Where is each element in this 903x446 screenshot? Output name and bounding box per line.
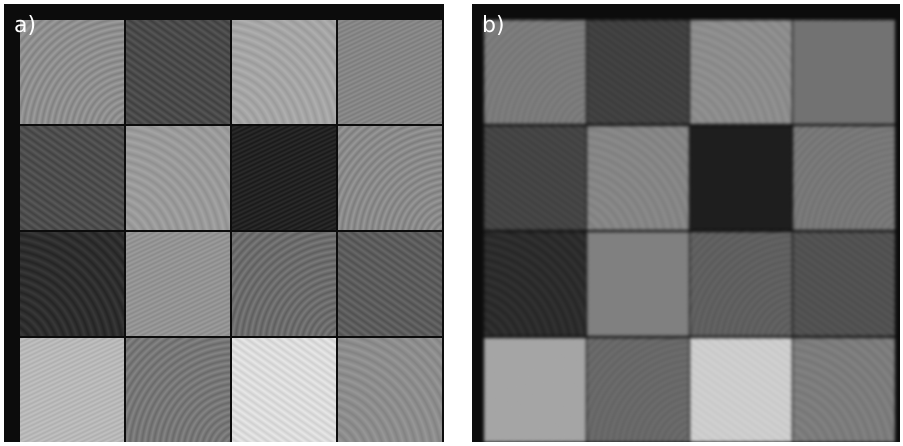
wood-tile xyxy=(793,232,895,336)
wood-tile xyxy=(126,232,230,336)
wood-tile xyxy=(20,20,124,124)
wood-tile xyxy=(20,338,124,442)
wood-tile xyxy=(587,338,689,442)
wood-tile xyxy=(232,126,336,230)
wood-tile xyxy=(690,338,792,442)
panel-a-label: a) xyxy=(14,13,37,38)
panel-a-grid xyxy=(4,4,444,442)
wood-tile xyxy=(587,232,689,336)
wood-tile xyxy=(690,20,792,124)
wood-tile xyxy=(126,20,230,124)
wood-tile xyxy=(793,338,895,442)
wood-tile xyxy=(484,232,586,336)
wood-tile xyxy=(587,126,689,230)
panel-b-grid xyxy=(472,4,900,442)
wood-tile xyxy=(484,338,586,442)
wood-tile xyxy=(338,126,442,230)
wood-tile xyxy=(20,126,124,230)
wood-tile xyxy=(587,20,689,124)
wood-tile xyxy=(126,338,230,442)
wood-tile xyxy=(338,20,442,124)
wood-tile xyxy=(793,20,895,124)
wood-tile xyxy=(232,338,336,442)
wood-tile xyxy=(690,126,792,230)
panel-b-label: b) xyxy=(482,13,505,38)
panel-a: a) xyxy=(4,4,444,442)
wood-tile xyxy=(20,232,124,336)
wood-tile xyxy=(232,232,336,336)
panel-b: b) xyxy=(472,4,900,442)
wood-tile xyxy=(793,126,895,230)
wood-tile xyxy=(338,232,442,336)
wood-tile xyxy=(232,20,336,124)
wood-tile xyxy=(484,20,586,124)
wood-tile xyxy=(338,338,442,442)
wood-tile xyxy=(126,126,230,230)
wood-tile xyxy=(484,126,586,230)
wood-tile xyxy=(690,232,792,336)
